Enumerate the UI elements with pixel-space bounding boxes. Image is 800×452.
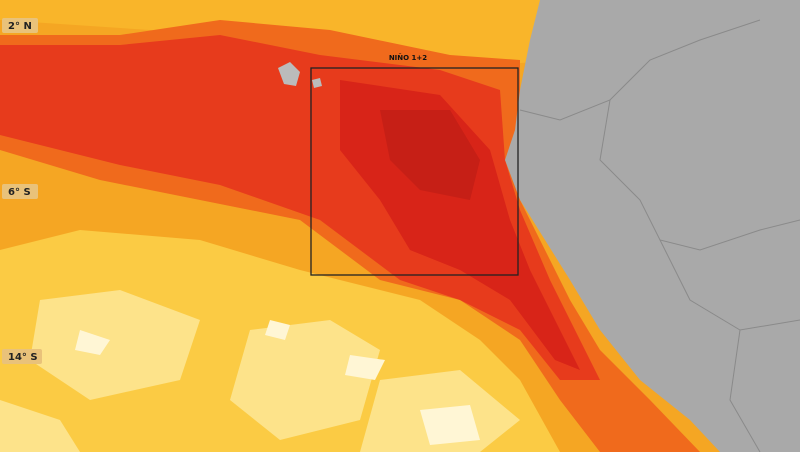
- lat-label: 2° N: [8, 21, 32, 32]
- lat-label-bg: [2, 184, 38, 199]
- galapagos: [278, 62, 322, 88]
- cool-patches: [0, 290, 520, 452]
- lat-label: 14° S: [8, 352, 38, 363]
- coolest-patches: [75, 320, 480, 445]
- region-label: NIÑO 1+2: [389, 53, 427, 62]
- lat-label-bg: [2, 18, 38, 33]
- lat-label: 6° S: [8, 187, 31, 198]
- lat-label-bg: [2, 349, 42, 364]
- borders: [519, 19, 800, 452]
- core-anomaly: [380, 110, 480, 200]
- nino-region-box: [310, 67, 519, 276]
